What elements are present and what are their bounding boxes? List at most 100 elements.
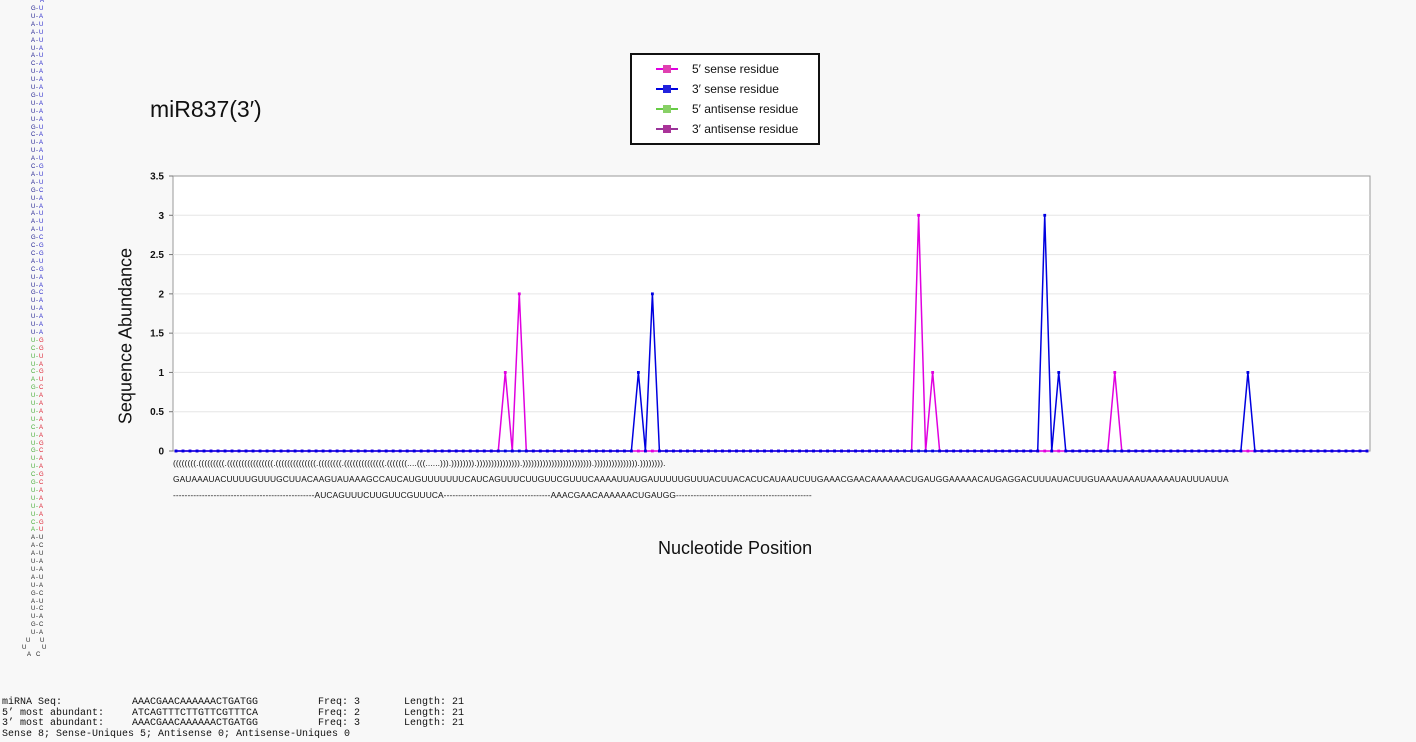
data-point xyxy=(188,449,192,453)
hairpin-left-base: U xyxy=(31,282,36,289)
data-point xyxy=(1330,449,1334,453)
hairpin-left-base: G xyxy=(31,235,36,242)
data-point xyxy=(1204,449,1208,453)
data-point xyxy=(1127,449,1131,453)
hairpin-right-base: C xyxy=(39,187,44,194)
hairpin-bond: - xyxy=(36,29,38,36)
hairpin-left-base: A xyxy=(31,156,36,163)
legend-swatch xyxy=(656,125,678,133)
stats-summary: Sense 8; Sense-Uniques 5; Antisense 0; A… xyxy=(2,728,351,740)
data-point xyxy=(1197,449,1201,453)
data-point xyxy=(328,449,332,453)
hairpin-left-base: U xyxy=(31,495,36,502)
data-point xyxy=(1113,449,1117,453)
legend-label: 3′ sense residue xyxy=(692,82,779,96)
data-point xyxy=(195,449,199,453)
hairpin-bond: - xyxy=(36,187,38,194)
hairpin-right-base: G xyxy=(39,266,44,273)
hairpin-right-base: A xyxy=(39,511,44,518)
data-point xyxy=(1148,449,1152,453)
data-point xyxy=(1232,449,1236,453)
data-point xyxy=(840,449,843,453)
data-point xyxy=(1057,449,1061,453)
hairpin-right-base: A xyxy=(39,203,44,210)
data-point xyxy=(847,449,850,453)
legend-label: 3′ antisense residue xyxy=(692,122,799,136)
hairpin-left-base: A xyxy=(31,574,36,581)
hairpin-right-base: U xyxy=(39,219,44,226)
legend-marker xyxy=(663,105,671,113)
legend-label: 5′ antisense residue xyxy=(692,102,799,116)
hairpin-bond: - xyxy=(36,53,38,60)
data-point xyxy=(314,449,318,453)
data-point xyxy=(1015,449,1019,453)
hairpin-left-base: G xyxy=(31,480,36,486)
y-tick-label: 0.5 xyxy=(150,407,164,418)
hairpin-left-base: G xyxy=(31,590,36,597)
hairpin-left-base: U xyxy=(31,408,36,415)
hairpin-bond: - xyxy=(36,6,38,12)
data-point xyxy=(475,449,479,453)
hairpin-bond: - xyxy=(36,211,38,218)
data-point xyxy=(700,449,703,453)
hairpin-bond: - xyxy=(36,582,38,589)
data-point xyxy=(531,449,535,453)
data-point xyxy=(566,449,570,453)
hairpin-right-base: A xyxy=(39,85,44,91)
hairpin-left-base: C xyxy=(31,243,36,249)
data-point xyxy=(1267,449,1271,453)
hairpin-right-base: C xyxy=(39,606,44,613)
data-point xyxy=(1295,449,1299,453)
hairpin-right-base: G xyxy=(39,472,44,479)
hairpin-bond: - xyxy=(36,495,38,502)
data-point xyxy=(1176,449,1180,453)
data-point xyxy=(223,449,227,453)
data-point xyxy=(1302,449,1306,453)
hairpin-right-base: U xyxy=(39,21,44,28)
legend-swatch xyxy=(656,105,678,113)
data-point xyxy=(1309,449,1313,453)
hairpin-bond: - xyxy=(36,416,38,423)
legend-item: 5′ antisense residue xyxy=(656,99,816,119)
data-point xyxy=(181,449,185,453)
data-point xyxy=(1358,449,1362,453)
hairpin-left-base: U xyxy=(31,77,36,84)
hairpin-left-base: C xyxy=(31,250,36,257)
hairpin-left-base: U xyxy=(31,630,36,637)
stats-seq: AAACGAACAAAAAACTGATGG xyxy=(132,718,259,729)
hairpin-right-base: U xyxy=(39,551,44,558)
hairpin-right-base: A xyxy=(39,416,44,423)
data-point xyxy=(945,449,949,453)
data-point xyxy=(1365,449,1369,453)
hairpin-left-base: U xyxy=(31,401,36,407)
hairpin-right-base: G xyxy=(39,243,44,249)
data-point xyxy=(959,449,963,453)
hairpin-bond: - xyxy=(36,45,38,52)
data-point xyxy=(910,449,914,453)
data-point xyxy=(356,449,360,453)
hairpin-right-base: C xyxy=(39,590,44,597)
hairpin-left-base: U xyxy=(31,361,36,368)
hairpin-bond: - xyxy=(36,156,38,163)
hairpin-bond: - xyxy=(36,543,38,550)
data-point xyxy=(636,371,640,374)
legend: 5′ sense residue 3′ sense residue 5′ antis… xyxy=(630,53,820,145)
data-point xyxy=(1106,449,1110,453)
hairpin-left-base: C xyxy=(31,369,36,376)
hairpin-bond: - xyxy=(36,132,38,139)
data-point xyxy=(1169,449,1173,453)
hairpin-bond: - xyxy=(36,290,38,297)
hairpin-left-base: U xyxy=(31,582,36,589)
hairpin-right-base: A xyxy=(39,408,44,415)
hairpin-bond: - xyxy=(36,503,38,510)
data-point xyxy=(917,449,921,453)
hairpin-right-base: A xyxy=(39,487,44,494)
data-point xyxy=(265,449,269,453)
stats-row-5p: 5’ most abundant: ATCAGTTTCTTGTTCGTTTCA Fr… xyxy=(2,708,484,720)
data-point xyxy=(440,449,444,453)
hairpin-left-base: U xyxy=(31,69,36,76)
hairpin-right-base: A xyxy=(39,282,44,289)
data-point xyxy=(1344,449,1348,453)
data-point xyxy=(503,371,507,374)
hairpin-right-base: U xyxy=(39,124,44,131)
